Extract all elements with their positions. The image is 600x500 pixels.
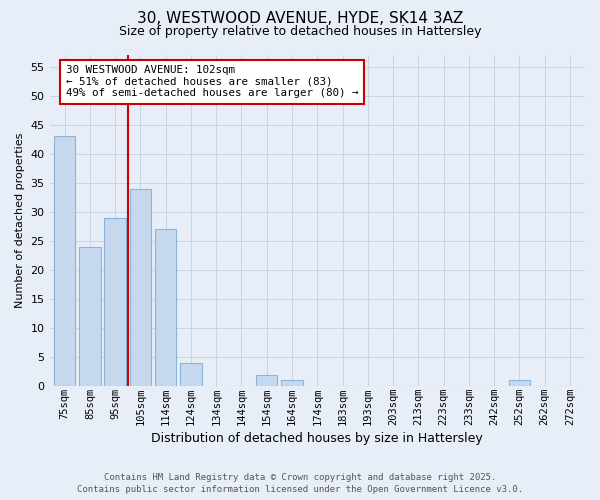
Bar [130,188,151,386]
X-axis label: Distribution of detached houses by size in Hattersley: Distribution of detached houses by size … [151,432,483,445]
Bar [54,136,76,386]
Y-axis label: Number of detached properties: Number of detached properties [15,133,25,308]
Bar [256,374,277,386]
Bar [509,380,530,386]
Bar [79,246,101,386]
Text: Contains HM Land Registry data © Crown copyright and database right 2025.
Contai: Contains HM Land Registry data © Crown c… [77,473,523,494]
Bar [155,230,176,386]
Bar [180,363,202,386]
Text: 30, WESTWOOD AVENUE, HYDE, SK14 3AZ: 30, WESTWOOD AVENUE, HYDE, SK14 3AZ [137,11,463,26]
Text: Size of property relative to detached houses in Hattersley: Size of property relative to detached ho… [119,25,481,38]
Bar [281,380,303,386]
Text: 30 WESTWOOD AVENUE: 102sqm
← 51% of detached houses are smaller (83)
49% of semi: 30 WESTWOOD AVENUE: 102sqm ← 51% of deta… [65,65,358,98]
Bar [104,218,126,386]
